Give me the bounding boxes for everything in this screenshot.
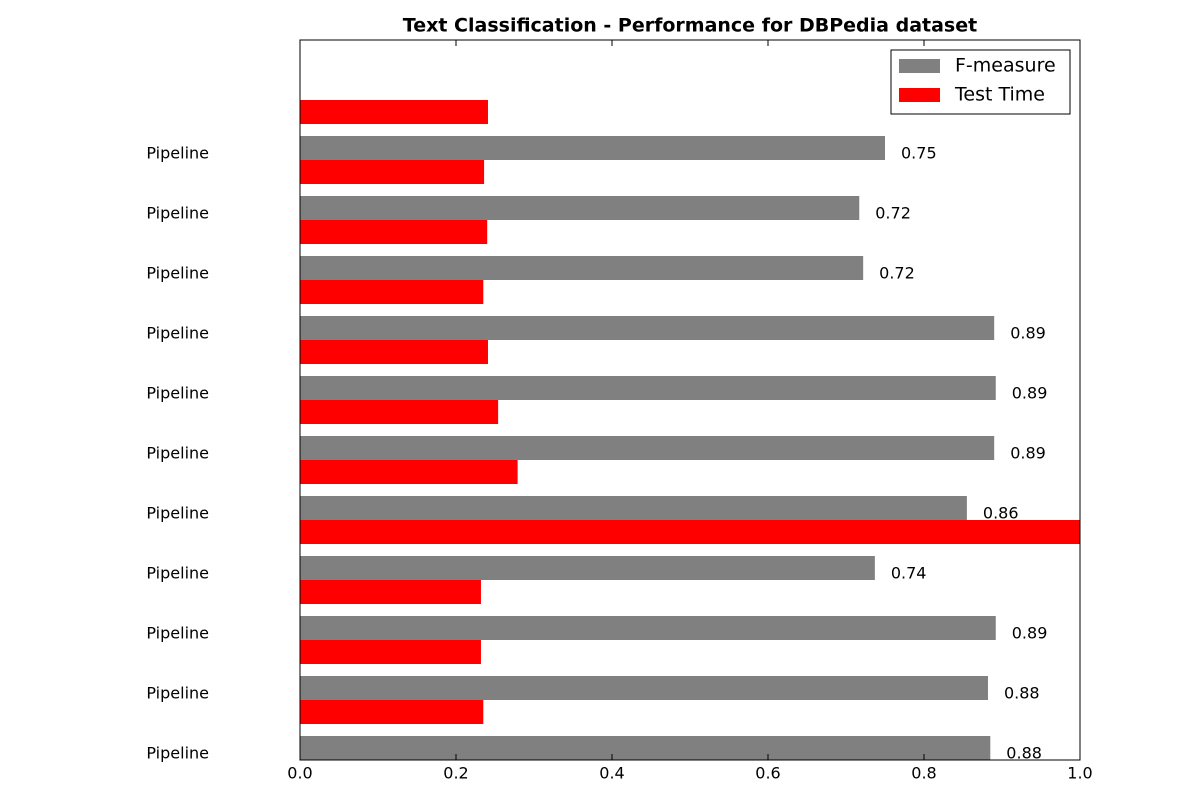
bar: [300, 376, 996, 400]
bar: [300, 256, 864, 280]
bar: [300, 580, 481, 604]
value-label: 0.89: [1010, 444, 1046, 463]
bar: [300, 700, 484, 724]
x-tick-label: 0.0: [287, 764, 312, 783]
x-tick-label: 0.6: [755, 764, 780, 783]
bar: [300, 316, 995, 340]
bar: [300, 196, 860, 220]
legend-swatch: [899, 88, 940, 102]
y-tick-label: Pipeline: [146, 624, 209, 643]
bar: [300, 340, 488, 364]
value-label: 0.86: [983, 504, 1019, 523]
y-tick-label: Pipeline: [146, 504, 209, 523]
y-tick-label: Pipeline: [146, 564, 209, 583]
y-tick-label: Pipeline: [146, 744, 209, 763]
bar: [300, 100, 488, 124]
value-label: 0.89: [1012, 384, 1048, 403]
bar: [300, 556, 875, 580]
y-tick-label: Pipeline: [146, 384, 209, 403]
value-label: 0.88: [1006, 744, 1042, 763]
legend-label: Test Time: [954, 84, 1045, 106]
bar: [300, 400, 499, 424]
value-label: 0.89: [1012, 624, 1048, 643]
bar: [300, 280, 484, 304]
x-tick-label: 0.2: [443, 764, 468, 783]
value-label: 0.75: [901, 144, 937, 163]
y-tick-label: Pipeline: [146, 264, 209, 283]
value-label: 0.89: [1010, 324, 1046, 343]
legend-label: F-measure: [955, 55, 1056, 77]
bar: [300, 220, 488, 244]
value-label: 0.74: [891, 564, 927, 583]
bar: [300, 520, 1080, 544]
x-tick-label: 0.4: [599, 764, 624, 783]
bar: [300, 160, 485, 184]
value-label: 0.88: [1004, 684, 1040, 703]
chart-title: Text Classification - Performance for DB…: [403, 15, 977, 37]
bar: [300, 460, 518, 484]
y-tick-label: Pipeline: [146, 444, 209, 463]
y-tick-label: Pipeline: [146, 204, 209, 223]
x-tick-label: 1.0: [1067, 764, 1092, 783]
y-tick-label: Pipeline: [146, 684, 209, 703]
x-tick-label: 0.8: [911, 764, 936, 783]
bar: [300, 616, 996, 640]
bar: [300, 640, 481, 664]
bar: [300, 136, 885, 160]
y-tick-label: Pipeline: [146, 324, 209, 343]
bar: [300, 496, 967, 520]
plot-area: [300, 100, 1080, 760]
bar: [300, 736, 991, 760]
bar: [300, 676, 988, 700]
legend-swatch: [899, 59, 940, 73]
axes-frame: [299, 39, 1081, 761]
bar: [300, 436, 995, 460]
value-label: 0.72: [879, 264, 915, 283]
y-tick-label: Pipeline: [146, 144, 209, 163]
legend: F-measure Test Time: [890, 49, 1071, 115]
value-label: 0.72: [875, 204, 911, 223]
